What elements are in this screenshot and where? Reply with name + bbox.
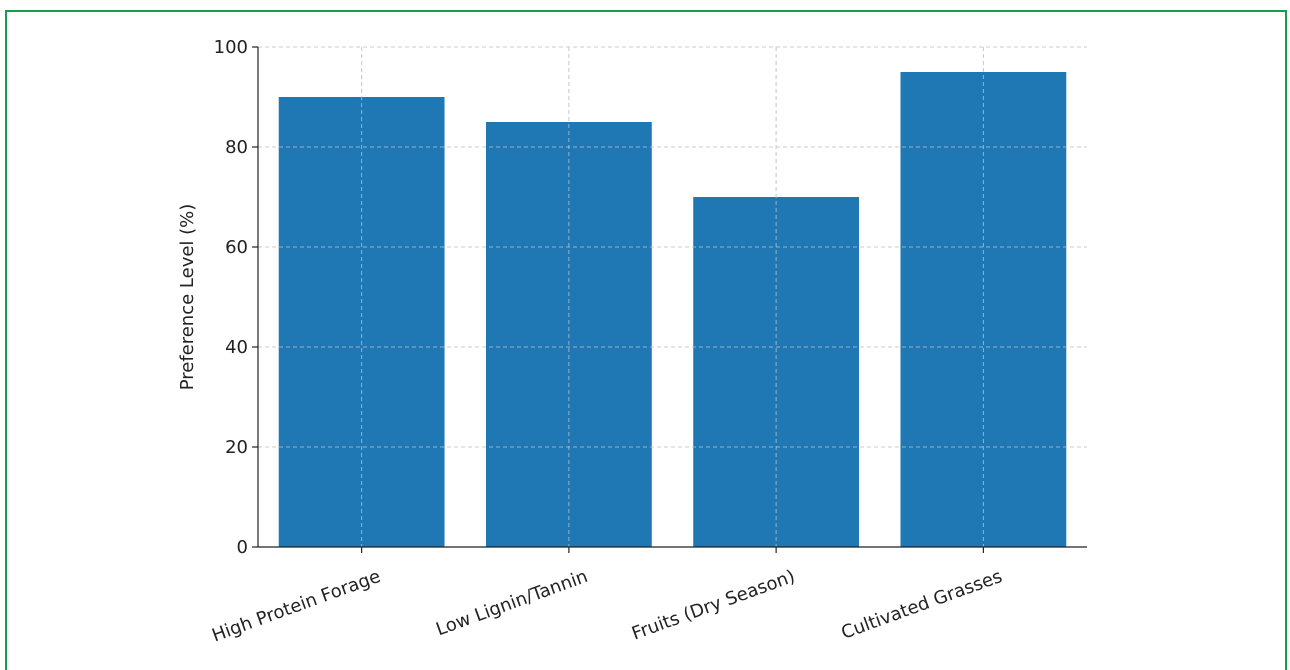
y-tick-label: 60 <box>225 237 248 258</box>
x-tick-label: Low Lignin/Tannin <box>433 566 590 640</box>
y-tick-label: 0 <box>237 537 248 558</box>
axes <box>252 46 1087 553</box>
y-tick-label: 80 <box>225 137 248 158</box>
y-axis-title: Preference Level (%) <box>177 204 198 391</box>
y-tick-label: 40 <box>225 337 248 358</box>
bars <box>258 46 1087 547</box>
y-tick-label: 100 <box>214 37 248 58</box>
x-tick-label: Cultivated Grasses <box>839 566 1006 644</box>
y-tick-label: 20 <box>225 437 248 458</box>
x-tick-label: High Protein Forage <box>209 566 383 646</box>
x-tick-label: Fruits (Dry Season) <box>629 566 798 645</box>
